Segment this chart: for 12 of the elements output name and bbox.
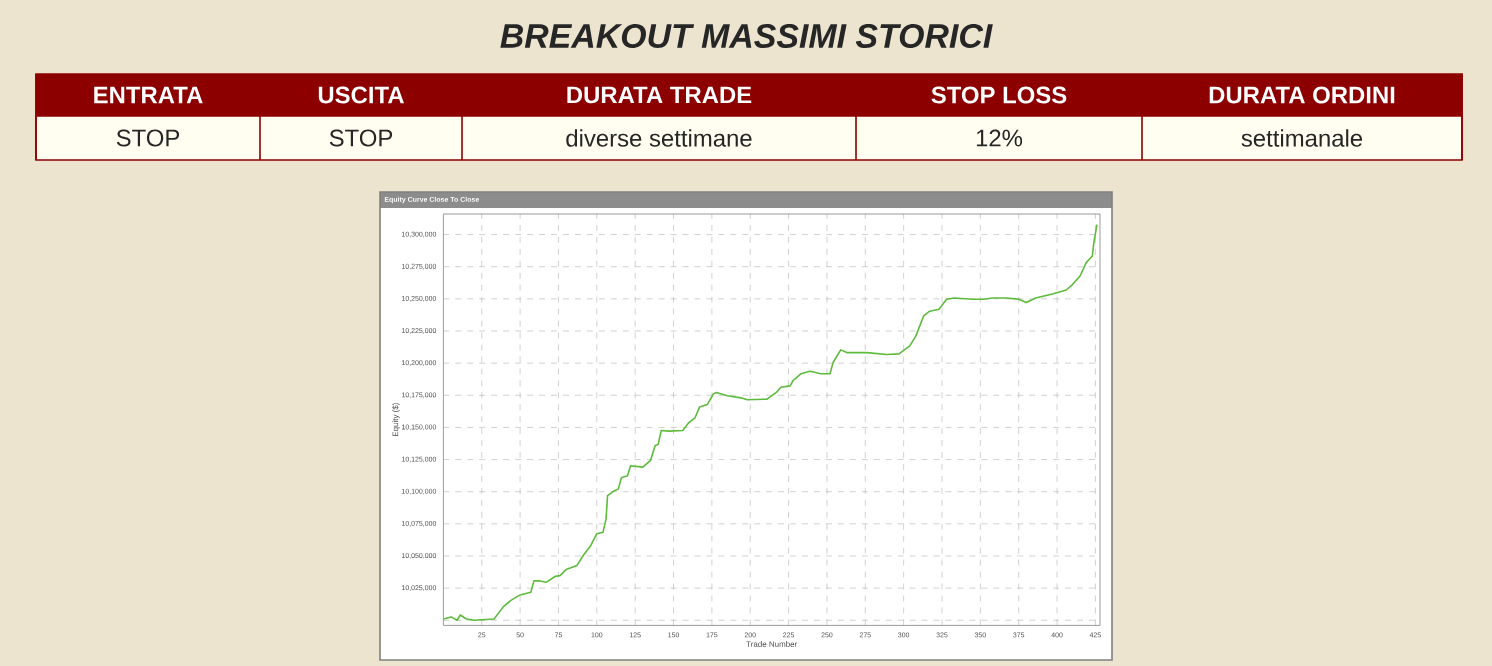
- text: settimanale: [1241, 129, 1363, 147]
- text: STOP: [329, 129, 393, 147]
- text: 12%: [976, 129, 1023, 147]
- text: BREAKOUT MASSIMI STORICI: [500, 24, 993, 48]
- category-label: DURATA TRADE: [567, 86, 752, 104]
- line-series: [443, 223, 1098, 622]
- category-label: STOP LOSS: [931, 86, 1067, 104]
- category-label: USCITA: [318, 86, 404, 104]
- text: diverse settimane: [566, 129, 752, 147]
- category-label: DURATA ORDINI: [1209, 86, 1395, 104]
- text: STOP: [116, 129, 180, 147]
- category-label: ENTRATA: [94, 86, 203, 104]
